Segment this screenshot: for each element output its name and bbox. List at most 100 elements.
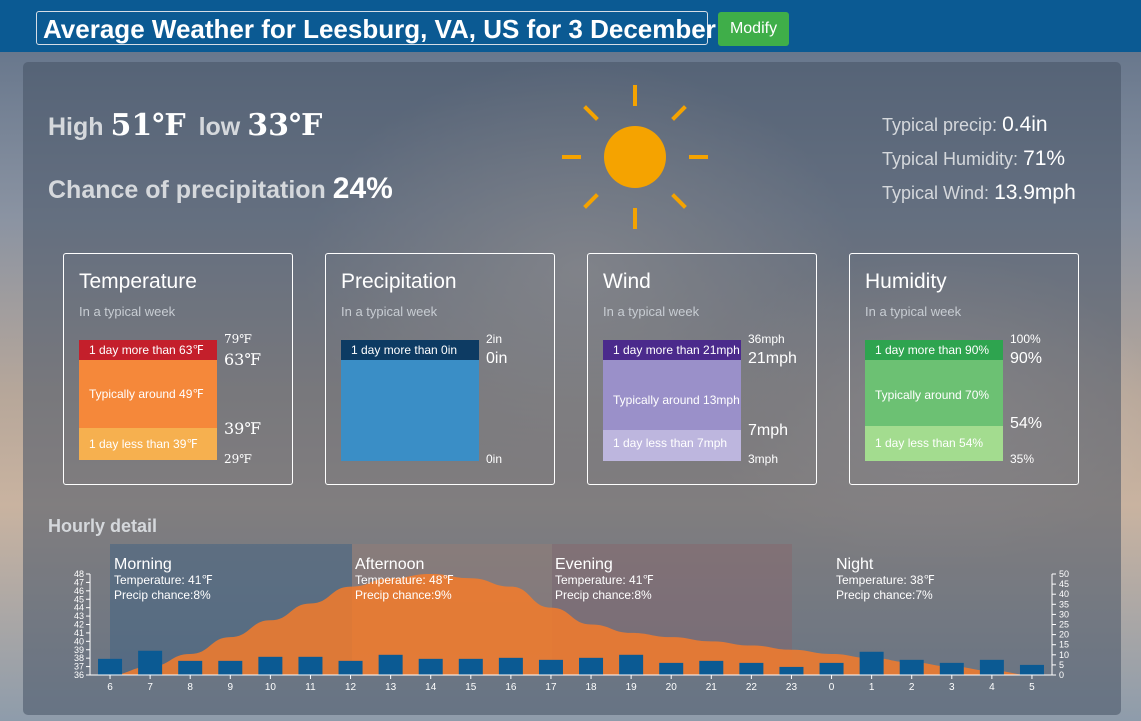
right-tick-label: 50 (1059, 569, 1069, 579)
humidity-middle-segment: Typically around 70% (865, 360, 1003, 426)
precip-bar[interactable] (899, 659, 924, 675)
precip-bar[interactable] (619, 654, 644, 675)
x-tick-label: 7 (147, 682, 153, 693)
period-temp-evening: Temperature: 41℉ (555, 573, 654, 587)
precip-upper-label: 0in (486, 350, 508, 367)
left-tick-label: 46 (74, 586, 84, 596)
precip-bar[interactable] (819, 662, 844, 675)
precip-bar[interactable] (178, 660, 203, 675)
left-tick-label: 44 (74, 603, 84, 613)
typical-precip-label: Typical precip: (882, 115, 998, 135)
x-tick-label: 22 (746, 682, 758, 693)
page-title[interactable]: Average Weather for Leesburg, VA, US for… (36, 11, 716, 45)
humidity-bottom-segment: 1 day less than 54% (865, 426, 1003, 461)
precip-min-label: 0in (486, 452, 503, 466)
precip-max-label: 2in (486, 332, 503, 346)
temp-top-segment: 1 day more than 63℉ (79, 340, 217, 360)
precip-bar[interactable] (298, 656, 323, 675)
low-value: 33℉ (247, 108, 323, 143)
precip-bar[interactable] (859, 651, 884, 675)
typical-wind-label: Typical Wind: (882, 183, 990, 203)
card-subtitle: In a typical week (603, 304, 700, 319)
wind-middle-segment: Typically around 13mph (603, 360, 741, 430)
typical-humidity-value: 71% (1023, 147, 1066, 170)
precip-bar[interactable] (498, 657, 523, 675)
precip-bar[interactable] (699, 660, 724, 675)
precip-bar[interactable] (258, 656, 283, 675)
left-tick-label: 43 (74, 611, 84, 621)
wind-top-segment: 1 day more than 21mph (603, 340, 741, 360)
left-tick-label: 36 (74, 670, 84, 680)
x-tick-label: 18 (585, 682, 597, 693)
x-tick-label: 14 (425, 682, 437, 693)
period-temp-afternoon: Temperature: 48℉ (355, 573, 454, 587)
humidity-card[interactable]: Humidity In a typical week 1 day more th… (849, 253, 1079, 485)
wind-upper-label: 21mph (748, 350, 797, 367)
temp-middle-segment: Typically around 49℉ (79, 360, 217, 428)
card-subtitle: In a typical week (865, 304, 962, 319)
left-tick-label: 47 (74, 577, 84, 587)
precipitation-card[interactable]: Precipitation In a typical week 1 day mo… (325, 253, 555, 485)
x-tick-label: 4 (989, 682, 995, 693)
x-tick-label: 11 (305, 682, 316, 693)
period-name-night: Night (836, 556, 874, 573)
temp-min-label: 29℉ (224, 452, 252, 466)
precip-bar[interactable] (98, 658, 123, 675)
period-precip-afternoon: Precip chance:9% (355, 588, 452, 602)
precip-top-segment: 1 day more than 0in (341, 340, 479, 360)
x-tick-label: 10 (265, 682, 277, 693)
period-precip-evening: Precip chance:8% (555, 588, 652, 602)
humidity-lower-label: 54% (1010, 415, 1043, 432)
low-label: low (198, 113, 241, 141)
right-tick-label: 30 (1059, 609, 1069, 619)
precip-chance-summary: Chance of precipitation 24% (48, 172, 393, 206)
card-title: Temperature (79, 270, 197, 293)
humidity-upper-label: 90% (1010, 350, 1043, 367)
temp-max-label: 79℉ (224, 332, 252, 346)
right-tick-label: 35 (1059, 599, 1069, 609)
precip-bar[interactable] (1019, 664, 1044, 675)
precip-main-segment (341, 360, 479, 461)
x-tick-label: 17 (545, 682, 557, 693)
x-tick-label: 5 (1029, 682, 1035, 693)
precip-bar[interactable] (218, 660, 243, 675)
typical-precip-value: 0.4in (1002, 113, 1048, 136)
modify-button[interactable]: Modify (718, 12, 789, 46)
temperature-area (90, 574, 1052, 675)
x-tick-label: 8 (187, 682, 193, 693)
left-tick-label: 45 (74, 594, 84, 604)
humidity-top-segment: 1 day more than 90% (865, 340, 1003, 360)
humidity-min-label: 35% (1010, 452, 1035, 466)
temperature-card[interactable]: Temperature In a typical week 1 day more… (63, 253, 293, 485)
sun-icon (562, 85, 708, 229)
temp-upper-label: 63℉ (224, 350, 262, 369)
precip-bar[interactable] (538, 659, 563, 675)
precip-bar[interactable] (979, 659, 1004, 675)
card-subtitle: In a typical week (79, 304, 176, 319)
wind-card[interactable]: Wind In a typical week 1 day more than 2… (587, 253, 817, 485)
left-tick-label: 40 (74, 636, 84, 646)
humidity-max-label: 100% (1010, 332, 1041, 346)
typical-wind: Typical Wind: 13.9mph (882, 181, 1076, 205)
precip-bar[interactable] (138, 650, 163, 675)
precip-bar[interactable] (338, 660, 363, 675)
left-tick-label: 48 (74, 569, 84, 579)
period-name-morning: Morning (114, 556, 172, 573)
precip-bar[interactable] (659, 662, 684, 675)
x-tick-label: 12 (345, 682, 357, 693)
precip-bar[interactable] (418, 658, 443, 675)
precip-bar[interactable] (579, 657, 604, 675)
precip-bar[interactable] (939, 662, 964, 675)
period-name-evening: Evening (555, 556, 613, 573)
precip-bar[interactable] (378, 654, 403, 675)
x-tick-label: 0 (829, 682, 835, 693)
card-title: Humidity (865, 270, 947, 293)
x-tick-label: 19 (626, 682, 638, 693)
precip-chance-label: Chance of precipitation (48, 176, 326, 204)
right-tick-label: 45 (1059, 579, 1069, 589)
x-tick-label: 16 (505, 682, 517, 693)
x-tick-label: 9 (228, 682, 234, 693)
precip-bar[interactable] (739, 662, 764, 675)
precip-bar[interactable] (458, 658, 483, 675)
precip-bar[interactable] (779, 666, 804, 675)
